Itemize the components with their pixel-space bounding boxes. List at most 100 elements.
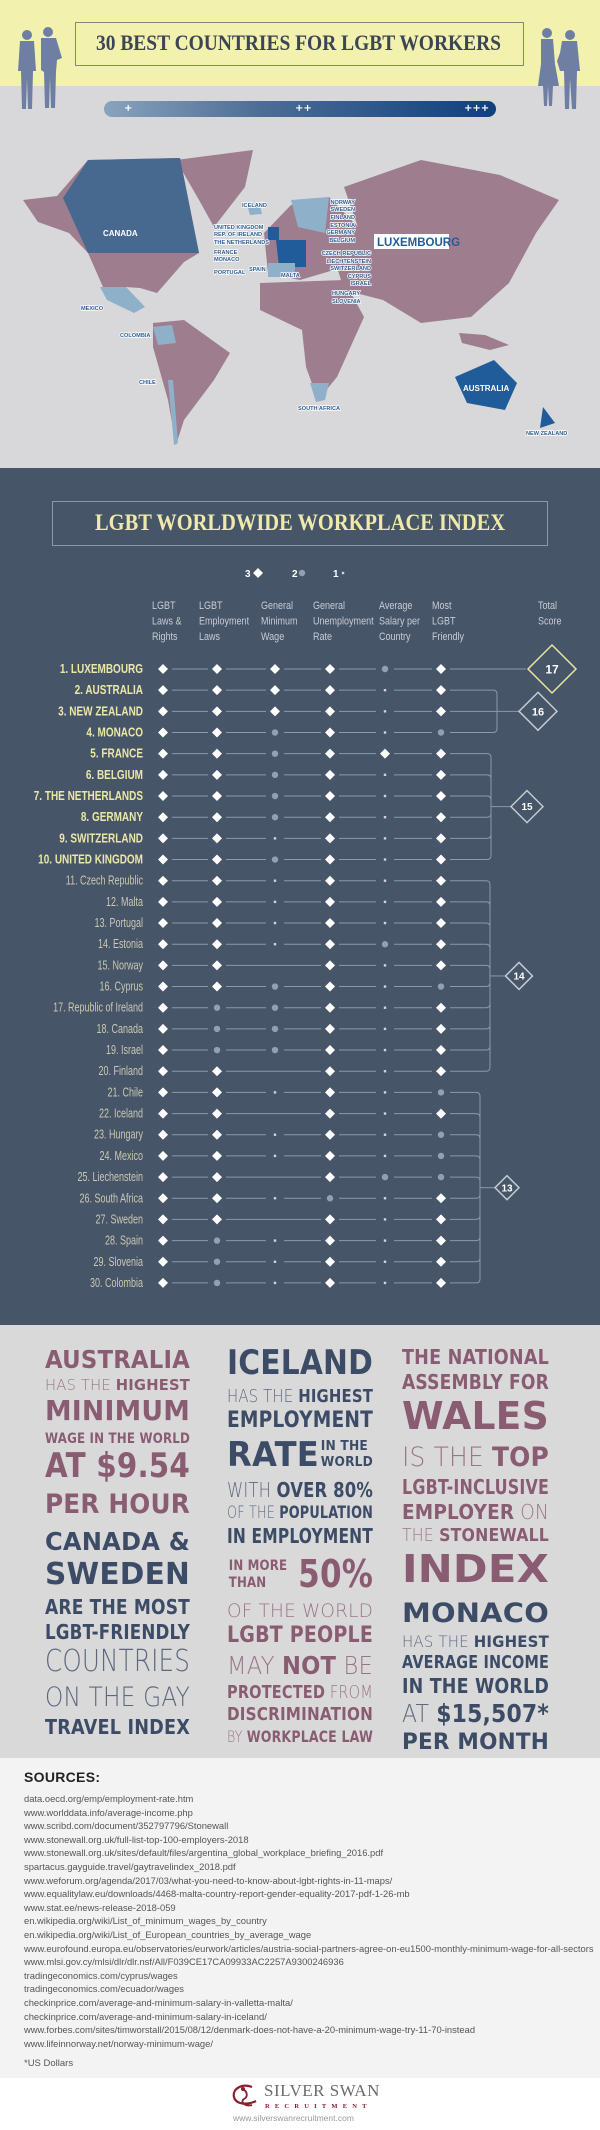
source-link[interactable]: www.stonewall.org.uk/full-list-top-100-e… — [24, 1833, 249, 1845]
fact-line: MINIMUM — [45, 1397, 190, 1425]
fact-line: THE STONEWALL — [402, 1527, 549, 1545]
country-label: 11. Czech Republic — [66, 874, 144, 888]
source-link[interactable]: www.lifeinnorway.net/norway-minimum-wage… — [24, 2037, 213, 2049]
source-link[interactable]: spartacus.gayguide.travel/gaytravelindex… — [24, 1861, 236, 1872]
score-3-diamond — [158, 918, 168, 929]
row-total-line — [450, 1257, 481, 1263]
score-3-diamond — [212, 1150, 222, 1161]
score-3-diamond — [325, 685, 335, 696]
score-3-diamond — [212, 706, 222, 717]
score-3-diamond — [158, 664, 168, 674]
score-1-dot — [273, 1260, 277, 1263]
brand-url[interactable]: www.silverswanrecruitment.com — [233, 2113, 354, 2123]
score-3-diamond — [436, 918, 446, 929]
legend-label: 3 — [245, 569, 251, 580]
map-label-switzerland: SWITZERLAND — [330, 266, 371, 272]
fact-line: OF THE WORLD — [227, 1601, 373, 1621]
fact-line: EMPLOYMENT — [227, 1410, 373, 1432]
score-2-circle — [271, 813, 279, 821]
score-3-diamond — [325, 1129, 335, 1140]
fact-line: DISCRIMINATION — [227, 1706, 373, 1724]
column-header: Rights — [152, 631, 178, 643]
source-link[interactable]: tradingeconomics.com/ecuador/wages — [24, 1983, 184, 1995]
source-link[interactable]: www.mlsi.gov.cy/mlsi/dlr/dlr.nsf/All/F03… — [24, 1956, 344, 1968]
fact-text: DISCRIMINATION — [227, 1704, 373, 1726]
source-link[interactable]: en.wikipedia.org/wiki/List_of_European_c… — [24, 1929, 312, 1940]
source-link[interactable]: en.wikipedia.org/wiki/List_of_minimum_wa… — [24, 1915, 267, 1927]
score-1-dot — [383, 964, 387, 967]
row-total-line — [450, 1024, 491, 1030]
legend-label: 2 — [292, 569, 298, 580]
fact-text: ON — [514, 1500, 549, 1524]
fact-text: OVER 80% — [276, 1477, 373, 1502]
fact-text: WORLD — [320, 1454, 373, 1470]
source-link[interactable]: www.stonewall.org.uk/sites/default/files… — [24, 1847, 384, 1859]
scandinavia-region — [291, 197, 329, 233]
source-link[interactable]: www.forbes.com/sites/timworstall/2015/08… — [24, 2024, 476, 2036]
country-label: 17. Republic of Ireland — [53, 1001, 143, 1015]
brand-subtitle: RECRUITMENT — [265, 2103, 372, 2110]
fact-line: LGBT-FRIENDLY — [45, 1622, 190, 1642]
fact-line: TRAVEL INDEX — [45, 1717, 190, 1737]
source-link[interactable]: www.eurofound.europa.eu/observatories/eu… — [24, 1942, 594, 1954]
score-2-circle — [381, 1173, 389, 1181]
fact-text: POPULATION — [279, 1502, 373, 1523]
fact-line: THE NATIONAL — [402, 1347, 549, 1367]
score-1-dot — [383, 1027, 387, 1031]
fact-line: HAS THE HIGHEST — [227, 1387, 373, 1406]
score-3-diamond — [158, 875, 168, 886]
score-3-diamond — [325, 1045, 335, 1056]
score-2-circle — [437, 1173, 445, 1181]
row-total-line — [450, 813, 492, 818]
score-3-diamond — [212, 727, 222, 738]
iceland-region — [248, 206, 262, 215]
score-3-diamond — [325, 727, 335, 738]
source-link[interactable]: www.equalitylaw.eu/downloads/4468-malta-… — [24, 1888, 410, 1900]
score-2-circle — [271, 1004, 279, 1011]
source-link[interactable]: tradingeconomics.com/cyprus/wages — [24, 1969, 178, 1981]
score-1-dot — [383, 1260, 387, 1263]
score-3-diamond — [158, 1129, 168, 1140]
score-1-dot — [383, 1239, 387, 1242]
score-2-circle — [271, 1025, 279, 1033]
fact-text: TRAVEL INDEX — [45, 1715, 190, 1739]
score-3-diamond — [158, 1002, 168, 1013]
fact-text: ICELAND — [227, 1343, 373, 1383]
score-1-dot — [383, 1281, 387, 1285]
score-1-dot — [383, 1112, 387, 1115]
fact-line: ON THE GAY — [45, 1684, 190, 1711]
row-total-line — [450, 1091, 481, 1097]
world-map: CANADA ICELAND UNITED KINGDOM REP. OF IR… — [23, 150, 568, 445]
brand-name: SILVER SWAN — [264, 2081, 380, 2100]
score-3-diamond — [436, 854, 446, 865]
legend-label: 1 — [333, 569, 339, 580]
source-link[interactable]: www.worlddata.info/average-income.php — [24, 1806, 193, 1818]
column-header: Most — [432, 600, 452, 612]
fact-line: COUNTRIES — [45, 1646, 190, 1677]
country-label: 8. GERMANY — [81, 811, 144, 824]
score-2-circle — [271, 1046, 279, 1054]
score-3-diamond — [212, 1066, 222, 1077]
source-link[interactable]: www.stat.ee/news-release-2018-059 — [24, 1901, 176, 1913]
score-3-diamond — [212, 1172, 222, 1183]
iberia-region — [268, 263, 295, 277]
source-link[interactable]: www.weforum.org/agenda/2017/03/what-you-… — [24, 1874, 393, 1886]
source-link[interactable]: www.scribd.com/document/352797796/Stonew… — [24, 1820, 229, 1832]
score-2-circle — [381, 665, 389, 673]
score-3-diamond — [158, 981, 168, 992]
fact-text: LGBT-FRIENDLY — [45, 1619, 190, 1644]
fact-text: WALES — [402, 1394, 549, 1438]
map-labels: CANADA ICELAND UNITED KINGDOM REP. OF IR… — [80, 199, 568, 437]
source-link[interactable]: checkinprice.com/average-and-minimum-sal… — [24, 2010, 267, 2022]
map-label-france: FRANCE — [214, 250, 238, 256]
fact-line: WALES — [402, 1397, 549, 1435]
source-link[interactable]: checkinprice.com/average-and-minimum-sal… — [24, 1997, 293, 2008]
fact-line: PER HOUR — [45, 1491, 190, 1518]
score-2-circle — [213, 1237, 221, 1244]
fact-line: EMPLOYER ON — [402, 1502, 549, 1522]
score-3-diamond — [158, 896, 168, 907]
score-3-diamond — [325, 1108, 335, 1119]
map-label-mexico: MEXICO — [81, 306, 104, 312]
scale-gradient-bar: + ++ +++ — [104, 101, 496, 117]
source-link[interactable]: data.oecd.org/emp/employment-rate.htm — [24, 1793, 194, 1804]
